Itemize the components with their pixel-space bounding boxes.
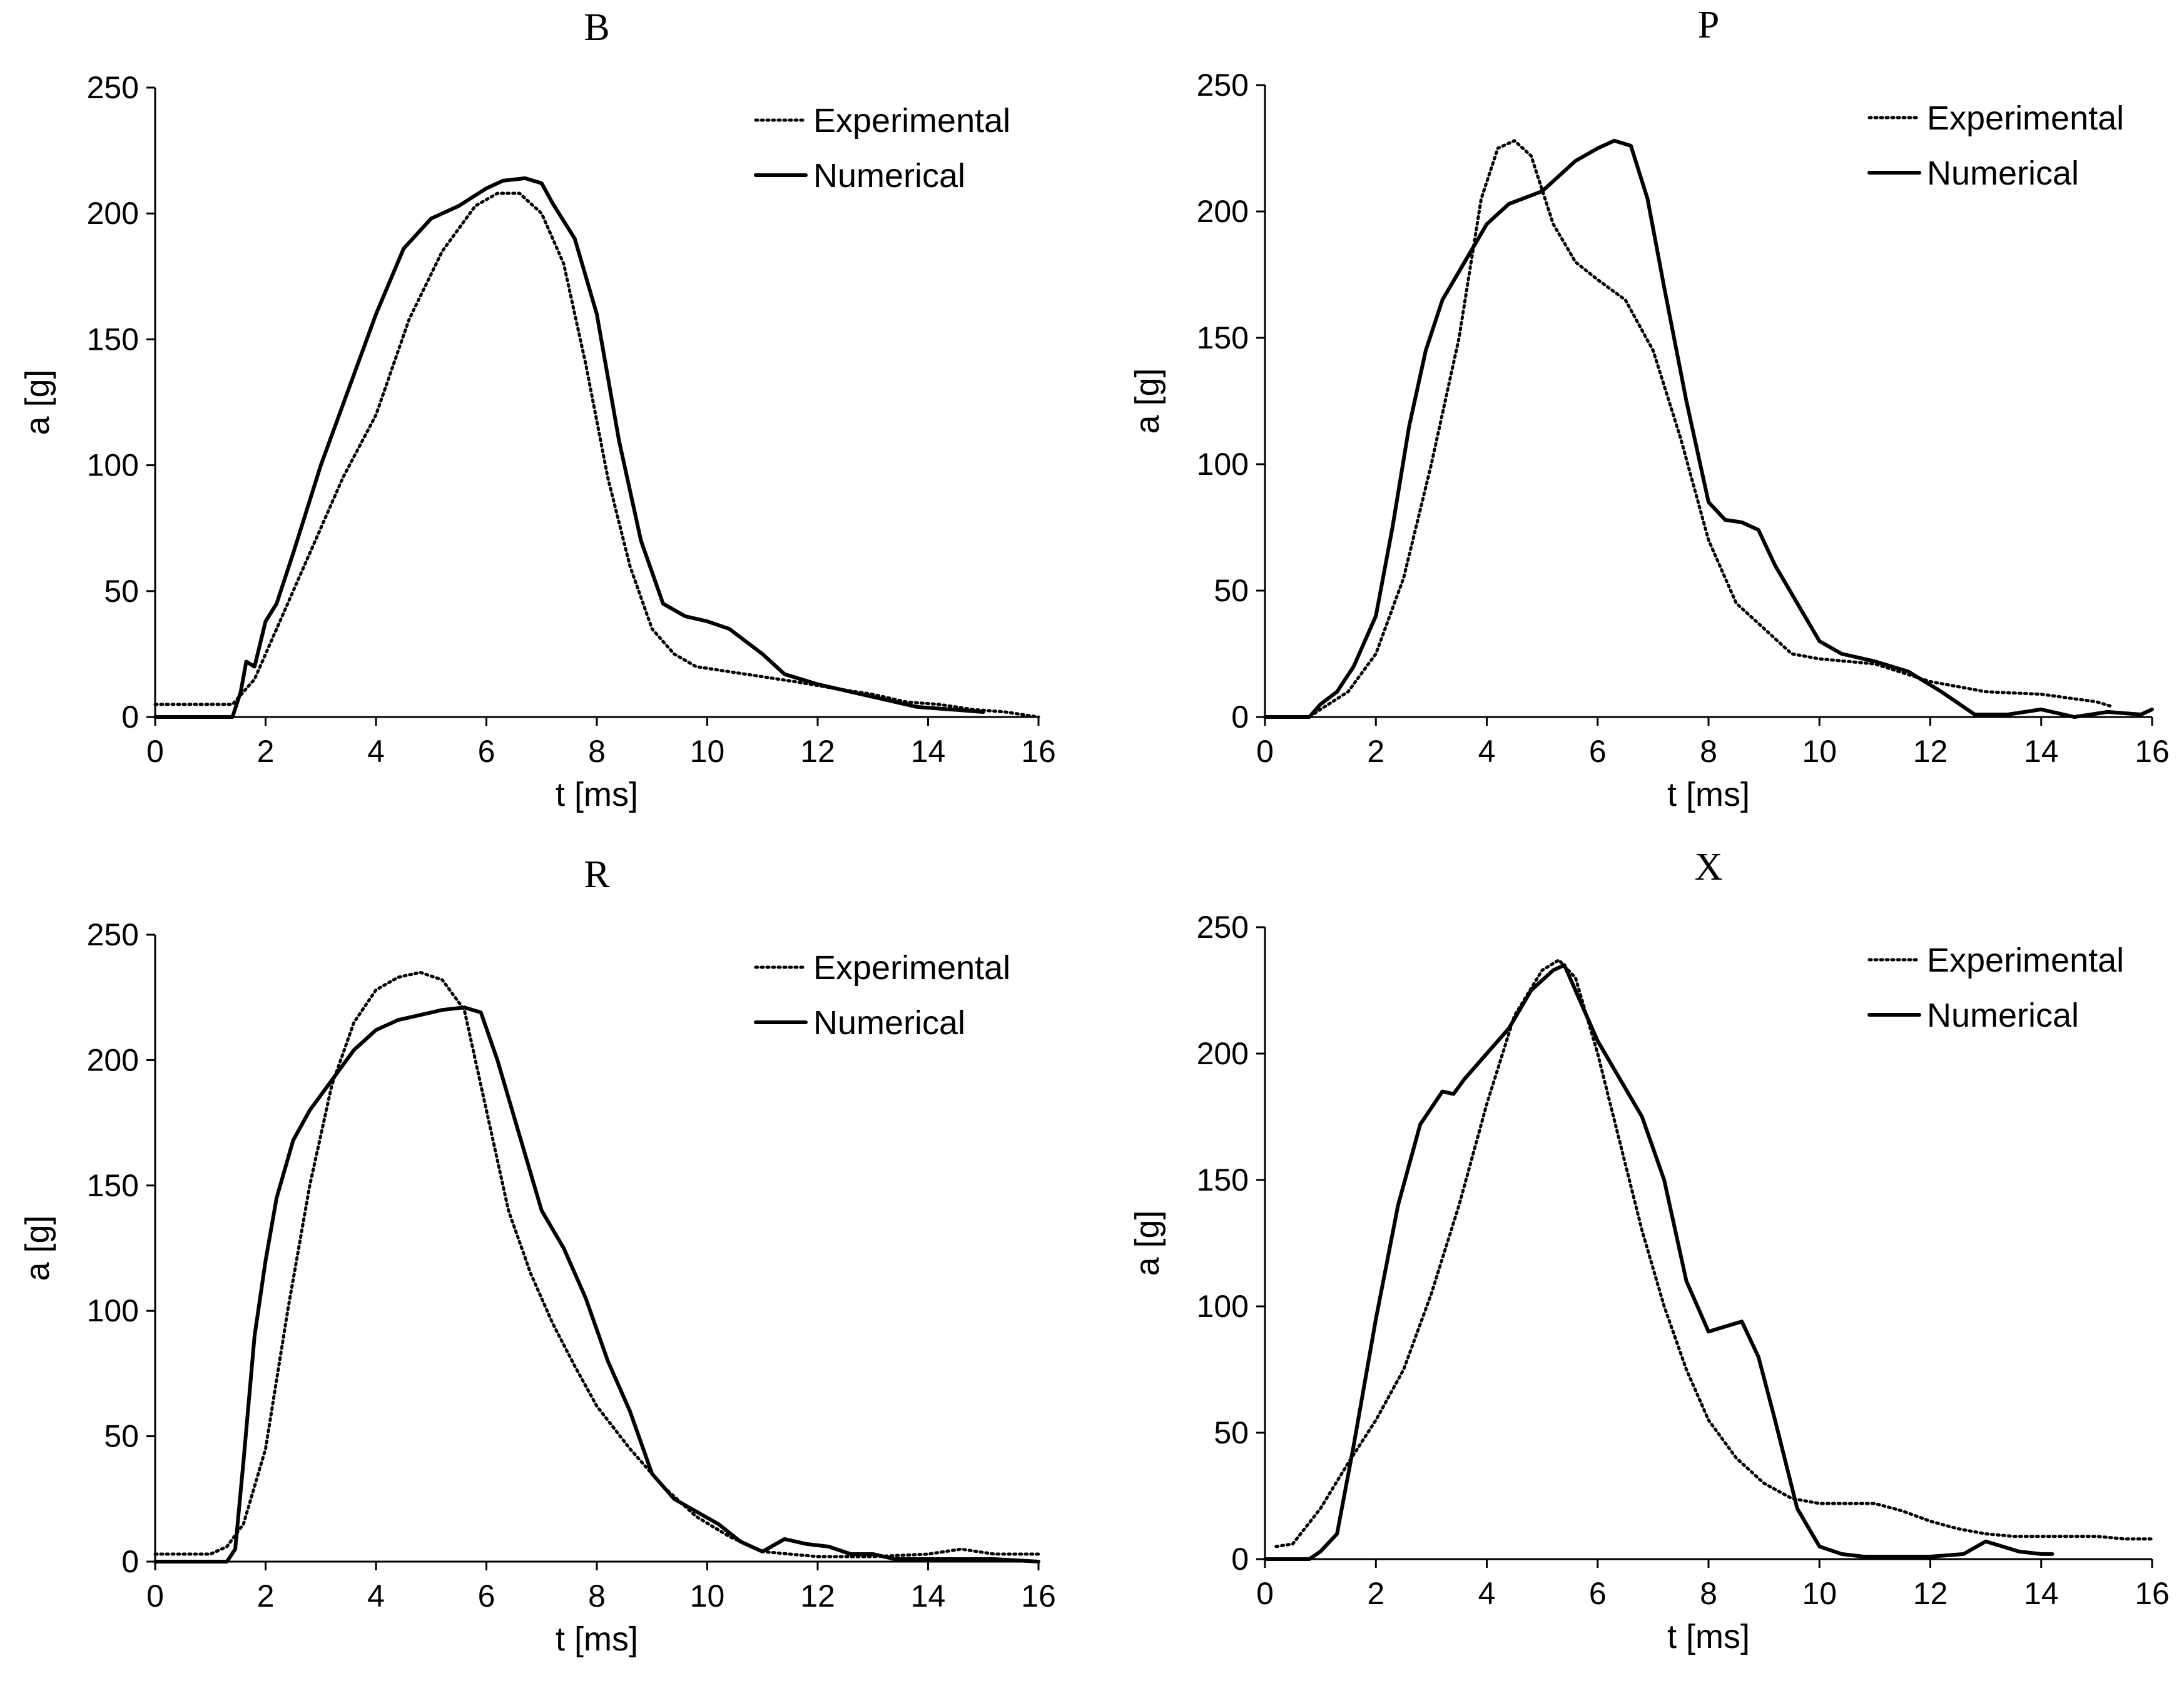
x-tick-label: 4 — [1478, 734, 1496, 769]
x-axis-label: t [ms] — [1667, 1618, 1750, 1655]
y-tick-label: 100 — [1197, 1289, 1249, 1324]
y-tick-label: 150 — [1197, 1162, 1249, 1197]
panel-p: P 0 2 4 6 8 10 12 14 16 0 50 100 150 200 250 t [ms] a [g]… — [1129, 4, 2170, 813]
y-tick-label: 100 — [87, 1293, 139, 1328]
x-tick-label: 6 — [1589, 1576, 1607, 1611]
y-tick-label: 50 — [1214, 573, 1249, 608]
panel-title: X — [1695, 846, 1723, 888]
x-tick-label: 12 — [800, 1579, 835, 1614]
legend-label-experimental: Experimental — [1927, 942, 2124, 979]
x-tick-label: 0 — [146, 1579, 164, 1614]
legend-label-experimental: Experimental — [813, 949, 1010, 987]
x-tick-label: 2 — [257, 734, 275, 769]
y-tick-label: 0 — [121, 1544, 139, 1579]
x-tick-label: 12 — [1913, 734, 1948, 769]
x-tick-label: 2 — [257, 1579, 275, 1614]
legend-label-numerical: Numerical — [1927, 155, 2079, 192]
legend-label-numerical: Numerical — [813, 157, 965, 195]
x-tick-label: 16 — [1021, 1579, 1056, 1614]
panel-b: B 0 2 4 6 8 10 12 14 16 0 50 100 150 200 250 t [ms] a [g]… — [19, 6, 1056, 813]
y-axis-label: a [g] — [1129, 368, 1166, 434]
legend-label-experimental: Experimental — [1927, 99, 2124, 137]
x-tick-label: 12 — [800, 734, 835, 769]
y-tick-label: 150 — [1197, 320, 1249, 355]
x-axis-label: t [ms] — [1667, 776, 1750, 813]
x-tick-label: 16 — [1021, 734, 1056, 769]
x-tick-label: 6 — [478, 734, 495, 769]
legend-label-numerical: Numerical — [813, 1004, 965, 1042]
x-tick-label: 0 — [146, 734, 164, 769]
experimental-series-line — [153, 970, 1040, 1558]
experimental-series-line — [1263, 139, 2115, 719]
x-tick-label: 8 — [1700, 734, 1717, 769]
x-tick-label: 8 — [1700, 1576, 1717, 1611]
x-tick-label: 8 — [588, 1579, 606, 1614]
x-tick-label: 0 — [1256, 1576, 1274, 1611]
y-tick-label: 250 — [1197, 910, 1249, 945]
x-tick-label: 14 — [911, 1579, 946, 1614]
x-tick-label: 14 — [2024, 1576, 2059, 1611]
x-tick-label: 8 — [588, 734, 606, 769]
x-tick-label: 16 — [2135, 734, 2170, 769]
y-tick-label: 50 — [1214, 1415, 1249, 1450]
y-tick-label: 150 — [87, 322, 139, 357]
y-tick-label: 50 — [104, 1419, 139, 1454]
y-axis-label: a [g] — [19, 1215, 56, 1281]
x-tick-label: 6 — [478, 1579, 495, 1614]
panel-x: X 0 2 4 6 8 10 12 14 16 0 50 100 150 200 250 t [ms] a [g]… — [1129, 846, 2170, 1655]
x-tick-label: 14 — [911, 734, 946, 769]
y-tick-label: 200 — [87, 1042, 139, 1077]
y-tick-label: 250 — [87, 70, 139, 105]
x-tick-label: 2 — [1367, 1576, 1384, 1611]
y-axis-label: a [g] — [1129, 1210, 1166, 1276]
panel-r: R 0 2 4 6 8 10 12 14 16 0 50 100 150 200 250 t [ms] a [g]… — [19, 853, 1056, 1658]
y-tick-label: 150 — [87, 1168, 139, 1203]
y-tick-label: 250 — [87, 917, 139, 952]
experimental-series-line — [153, 191, 1040, 719]
x-tick-label: 10 — [1802, 1576, 1837, 1611]
x-tick-label: 14 — [2024, 734, 2059, 769]
numerical-series-line — [153, 1005, 1040, 1563]
panel-title: P — [1698, 4, 1719, 46]
x-tick-label: 10 — [1802, 734, 1837, 769]
x-tick-label: 2 — [1367, 734, 1384, 769]
y-tick-label: 0 — [121, 699, 139, 735]
y-tick-label: 200 — [1197, 194, 1249, 229]
numerical-series-line — [1263, 963, 2054, 1561]
x-tick-label: 10 — [690, 734, 725, 769]
y-tick-label: 200 — [1197, 1036, 1249, 1071]
x-axis-label: t [ms] — [556, 776, 638, 813]
legend-label-numerical: Numerical — [1927, 997, 2079, 1034]
y-tick-label: 50 — [104, 574, 139, 609]
y-tick-label: 250 — [1197, 68, 1249, 103]
panel-title: B — [584, 6, 609, 49]
x-tick-label: 4 — [367, 1579, 385, 1614]
experimental-series-line — [1274, 958, 2154, 1548]
y-tick-label: 100 — [1197, 447, 1249, 482]
y-tick-label: 200 — [87, 196, 139, 231]
y-tick-label: 100 — [87, 448, 139, 483]
x-tick-label: 16 — [2135, 1576, 2170, 1611]
x-axis-label: t [ms] — [556, 1620, 638, 1658]
legend-label-experimental: Experimental — [813, 102, 1010, 140]
numerical-series-line — [1263, 138, 2154, 719]
numerical-series-line — [153, 176, 985, 719]
x-tick-label: 0 — [1256, 734, 1274, 769]
x-tick-label: 6 — [1589, 734, 1607, 769]
x-tick-label: 12 — [1913, 1576, 1948, 1611]
x-tick-label: 4 — [367, 734, 385, 769]
y-tick-label: 0 — [1231, 1542, 1249, 1577]
y-tick-label: 0 — [1231, 699, 1249, 735]
panel-title: R — [584, 853, 610, 896]
x-tick-label: 10 — [690, 1579, 725, 1614]
x-tick-label: 4 — [1478, 1576, 1496, 1611]
y-axis-label: a [g] — [19, 369, 56, 435]
